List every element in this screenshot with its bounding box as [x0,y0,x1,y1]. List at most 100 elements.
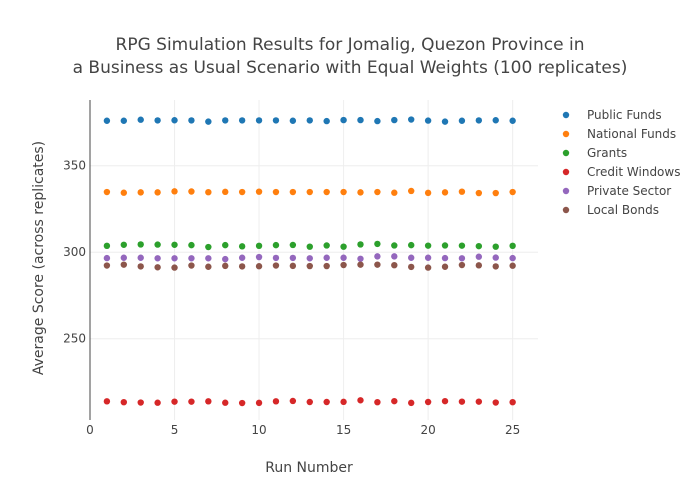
data-point [289,397,297,405]
y-tick-label: 250 [63,332,86,346]
chart-title-line-2: a Business as Usual Scenario with Equal … [73,58,628,78]
data-point [357,189,364,196]
data-point [272,241,280,249]
legend-marker [562,149,570,157]
data-point [120,254,128,261]
y-axis-title: Average Score (across replicates) [31,141,47,375]
legend-label: Grants [587,146,627,160]
data-point [391,242,398,249]
x-tick-label: 0 [86,423,94,437]
data-point [137,116,144,123]
data-point [475,398,483,405]
data-point [509,117,516,124]
data-point [357,116,364,124]
data-point [424,254,432,261]
data-point [492,399,499,406]
data-point [188,255,195,262]
legend: Public Funds National Funds Grants Credit W… [562,108,680,217]
data-point [492,117,499,124]
data-point [205,188,212,196]
legend-label: Public Funds [587,108,662,122]
data-point [458,255,466,262]
data-point [272,254,280,262]
data-point [188,241,195,249]
data-point [306,262,313,270]
data-point [289,188,297,196]
data-point [408,241,415,249]
data-point [171,117,178,124]
data-point [492,243,499,250]
data-point [238,188,246,196]
data-point [458,242,466,249]
data-point [289,262,297,270]
data-point [171,398,178,405]
data-point [103,254,111,262]
data-point [458,261,466,269]
data-point [408,254,415,261]
data-point [441,118,449,125]
x-tick-label: 5 [171,423,179,437]
data-point [374,240,381,248]
data-point [408,399,415,407]
data-point [255,242,263,250]
data-point [475,262,483,269]
data-point [205,398,212,405]
data-point [171,241,178,248]
data-point [154,399,161,406]
data-point [120,241,128,248]
data-point [441,242,449,249]
x-tick-label: 15 [336,423,351,437]
data-point [340,116,347,124]
data-point [323,117,330,125]
data-point [272,188,280,196]
data-point [458,398,466,405]
data-point [323,188,330,196]
data-point [255,263,263,270]
data-point [357,397,364,404]
data-point [188,262,195,269]
legend-label: National Funds [587,127,676,141]
chart-title-line-1: RPG Simulation Results for Jomalig, Quez… [116,35,585,55]
x-axis-title: Run Number [265,460,353,476]
data-point [205,243,212,251]
data-point [103,242,111,250]
data-point [255,188,263,195]
data-point [424,189,432,197]
data-point [137,263,144,270]
data-point [154,189,161,196]
data-point [306,255,313,262]
data-point [509,398,516,406]
data-point [340,254,347,261]
data-point [509,254,516,262]
data-point [255,117,263,124]
data-point [408,187,415,195]
data-point [289,241,297,249]
legend-marker [562,111,570,119]
axis-layer: 0 5 10 15 20 25 250 300 350 [63,100,520,437]
data-point [120,398,128,406]
data-point [137,189,144,196]
x-tick-label: 20 [420,423,435,437]
data-point [171,188,178,195]
data-point [424,117,432,124]
data-point [103,117,111,124]
data-point [408,116,415,123]
legend-marker [562,168,570,176]
legend-marker [562,130,570,138]
legend-label: Credit Windows [587,165,680,179]
data-point [441,254,449,262]
data-point [391,397,398,405]
data-point [492,189,499,197]
data-point [374,253,381,260]
data-point [103,262,111,269]
legend-marker [562,206,570,214]
data-point [424,398,432,406]
data-point [120,117,128,124]
data-point [357,261,364,268]
data-point [238,399,246,407]
data-point [509,188,516,196]
data-point [289,254,297,262]
x-tick-label: 25 [505,423,520,437]
data-point [255,399,263,407]
